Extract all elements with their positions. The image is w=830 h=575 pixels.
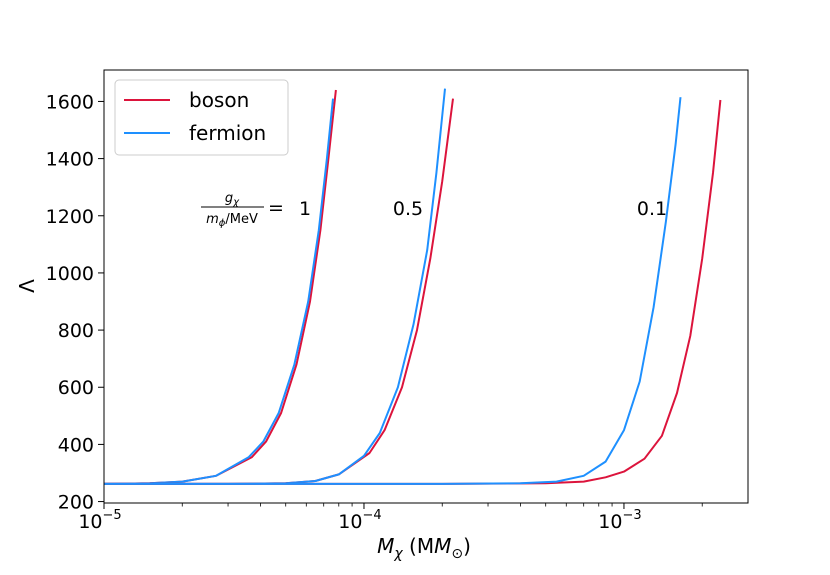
y-tick-label: 600 [58,377,94,399]
y-axis-label: Λ [15,279,39,293]
series-line-boson-0-5 [104,98,454,485]
legend-fermion-label: fermion [189,121,266,145]
coupling-equals: = [268,197,284,219]
y-tick-label: 1600 [46,91,94,113]
y-tick-label: 200 [58,492,94,514]
coupling-denominator: mϕ/MeV [206,212,258,229]
x-tick-label: 10−4 [338,508,381,533]
series-line-fermion-0-1 [104,97,682,485]
y-tick-label: 1400 [46,149,94,171]
legend: boson fermion [114,79,289,156]
x-tick-label: 10−5 [78,508,121,533]
x-tick-label: 10−3 [598,508,641,533]
coupling-annotation: gχ mϕ/MeV = [201,191,284,229]
legend-box [114,79,289,156]
coupling-numerator: gχ [225,191,240,208]
y-tick-label: 400 [58,434,94,456]
annotation-value-1: 1 [299,198,311,220]
y-tick-label: 1200 [46,206,94,228]
y-axis-ticks: 200 400 600 800 1000 1200 1400 1600 [46,91,104,514]
y-tick-label: 800 [58,320,94,342]
legend-boson-label: boson [189,88,249,112]
series-line-fermion-1 [103,98,334,485]
series-line-boson-0-1 [104,99,722,485]
plot-frame [103,69,749,504]
series-layer [103,88,722,485]
annotation-value-0-5: 0.5 [393,198,423,220]
annotation-value-0-1: 0.1 [637,198,667,220]
y-tick-label: 1000 [46,263,94,285]
x-axis-ticks: 10−5 10−4 10−3 [78,503,703,533]
x-axis-label: Mχ (MM⊙) [377,534,471,562]
